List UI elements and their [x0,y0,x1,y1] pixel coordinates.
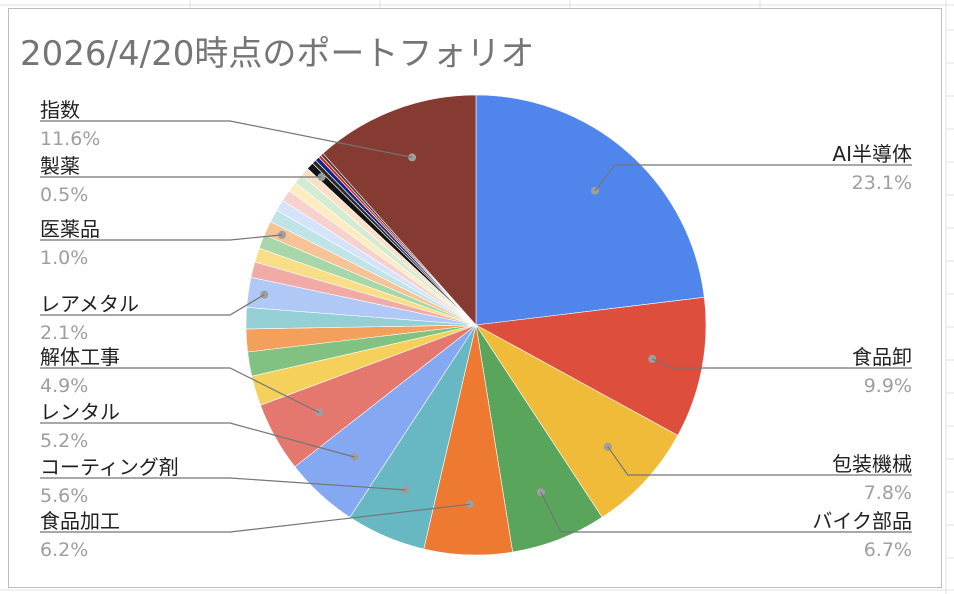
slice-label: 指数 [40,98,80,122]
slice-label: 解体工事 [40,345,120,369]
slice-labels: AI半導体 23.1% 食品卸 9.9% 包装機械 7.8% バイク部品 6.7% 食品加工 6.… [40,98,912,561]
leader-line [40,503,470,533]
slice-label: レアメタル [40,292,139,316]
slice-percent-label: 7.8% [864,482,912,504]
slice-percent-label: 11.6% [40,128,100,150]
slice-percent-label: 5.6% [40,485,88,507]
pie-slice-2[interactable] [475,324,679,518]
pie-slice-0[interactable] [475,94,705,326]
leader-line [40,367,320,414]
slice-label: 製薬 [40,154,80,178]
slice-percent-label: 23.1% [852,172,912,194]
leader-lines [40,120,912,533]
leader-line [540,491,912,533]
slice-label: 医薬品 [40,217,100,241]
leader-line [40,294,265,316]
slice-percent-label: 6.7% [864,539,912,561]
leader-line [40,422,355,458]
slice-percent-label: 5.2% [40,430,88,452]
leader-line [594,164,912,192]
slice-label: 食品卸 [852,345,912,369]
slice-percent-label: 1.0% [40,247,88,269]
slice-percent-label: 4.9% [40,375,88,397]
leader-line [607,446,912,476]
slice-percent-label: 2.1% [40,322,88,344]
slice-percent-label: 0.5% [40,184,88,206]
leader-line [40,477,406,491]
leader-line [40,120,413,158]
pie-slices [245,94,707,556]
slice-percent-label: 6.2% [40,539,88,561]
slice-percent-label: 9.9% [864,375,912,397]
slice-label: コーティング剤 [40,455,179,479]
pie-slice-28[interactable] [322,94,477,326]
chart-title: 2026/4/20時点のポートフォリオ [20,34,535,74]
leader-line [651,358,912,369]
slice-label: 包装機械 [832,452,912,476]
slice-label: AI半導体 [832,142,912,166]
slice-label: 食品加工 [40,509,120,533]
slice-label: レンタル [40,400,120,424]
leader-line [40,234,283,241]
slice-label: バイク部品 [812,509,912,533]
